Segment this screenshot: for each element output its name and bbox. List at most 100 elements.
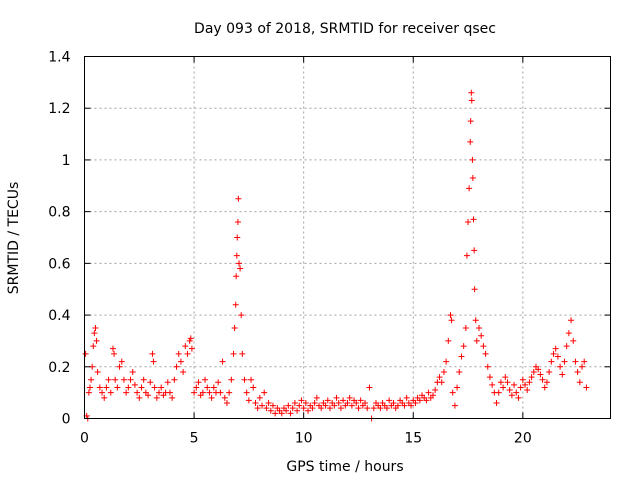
- data-point: [269, 402, 276, 409]
- data-point: [366, 384, 373, 391]
- data-point: [219, 358, 226, 365]
- data-point: [326, 405, 333, 412]
- data-point: [169, 394, 176, 401]
- data-point: [171, 376, 178, 383]
- data-point: [109, 345, 116, 352]
- data-point: [324, 397, 331, 404]
- data-point: [241, 376, 248, 383]
- data-point: [423, 397, 430, 404]
- data-point: [471, 286, 478, 293]
- data-point: [228, 376, 235, 383]
- data-point: [559, 371, 566, 378]
- data-point: [287, 410, 294, 417]
- data-point: [267, 407, 274, 414]
- data-point: [333, 394, 340, 401]
- data-point: [331, 402, 338, 409]
- data-point: [468, 97, 475, 104]
- data-point: [193, 384, 200, 391]
- data-point: [147, 379, 154, 386]
- data-point: [550, 350, 557, 357]
- data-point: [502, 374, 509, 381]
- data-point: [184, 350, 191, 357]
- data-point: [519, 376, 526, 383]
- chart-title: Day 093 of 2018, SRMTID for receiver qse…: [194, 21, 496, 37]
- data-point: [463, 252, 470, 259]
- data-point: [362, 399, 369, 406]
- data-point: [344, 399, 351, 406]
- y-tick-label: 1: [62, 153, 71, 169]
- data-point: [272, 410, 279, 417]
- data-point: [164, 379, 171, 386]
- data-point: [112, 376, 119, 383]
- data-point: [541, 384, 548, 391]
- data-point: [469, 175, 476, 182]
- data-point: [188, 345, 195, 352]
- data-point: [486, 374, 493, 381]
- data-point: [191, 389, 198, 396]
- data-point: [440, 368, 447, 375]
- x-axis-label: GPS time / hours: [286, 459, 403, 475]
- data-point: [511, 381, 518, 388]
- data-point: [149, 350, 156, 357]
- data-point: [535, 366, 542, 373]
- data-point: [438, 379, 445, 386]
- data-point: [96, 384, 103, 391]
- data-point: [291, 399, 298, 406]
- data-point: [248, 376, 255, 383]
- data-point: [223, 399, 230, 406]
- data-point: [416, 397, 423, 404]
- y-tick-label: 1.2: [48, 101, 70, 117]
- data-point: [105, 376, 112, 383]
- data-point: [576, 379, 583, 386]
- axis-ticks: [84, 56, 611, 419]
- data-point: [237, 265, 244, 272]
- data-point: [465, 218, 472, 225]
- data-point: [370, 405, 377, 412]
- data-point: [235, 195, 242, 202]
- data-point: [118, 358, 125, 365]
- data-point: [254, 405, 261, 412]
- data-point: [539, 376, 546, 383]
- data-point: [546, 368, 553, 375]
- data-point: [210, 384, 217, 391]
- data-point: [454, 384, 461, 391]
- data-point: [462, 325, 469, 331]
- data-point: [500, 384, 507, 391]
- data-point: [151, 384, 158, 391]
- data-point: [466, 185, 473, 192]
- data-point: [480, 343, 487, 350]
- data-point: [101, 394, 108, 401]
- data-point: [583, 384, 590, 391]
- data-point: [570, 337, 577, 344]
- data-point: [230, 350, 237, 357]
- data-point: [493, 399, 500, 406]
- data-point: [460, 343, 467, 350]
- y-tick-label: 0.4: [48, 308, 70, 324]
- data-point: [528, 374, 535, 381]
- data-point: [278, 410, 285, 417]
- data-point: [517, 384, 524, 391]
- data-point: [145, 392, 152, 399]
- data-point: [103, 384, 110, 391]
- data-point: [296, 402, 303, 409]
- data-point: [233, 252, 240, 259]
- data-point: [522, 381, 529, 388]
- data-point: [232, 301, 239, 308]
- data-point: [261, 389, 268, 396]
- data-point: [403, 394, 410, 401]
- data-point: [476, 325, 482, 331]
- data-point: [285, 402, 292, 409]
- data-point: [309, 405, 316, 412]
- data-point: [195, 379, 202, 386]
- data-point: [508, 392, 515, 399]
- data-point: [489, 381, 496, 388]
- data-point: [458, 353, 465, 360]
- data-point: [116, 363, 123, 370]
- data-point: [537, 371, 544, 378]
- data-point: [445, 337, 452, 344]
- data-point: [256, 394, 263, 401]
- data-point: [425, 389, 432, 396]
- y-tick-label: 0.2: [48, 360, 70, 376]
- data-point: [484, 363, 491, 370]
- data-point: [265, 399, 272, 406]
